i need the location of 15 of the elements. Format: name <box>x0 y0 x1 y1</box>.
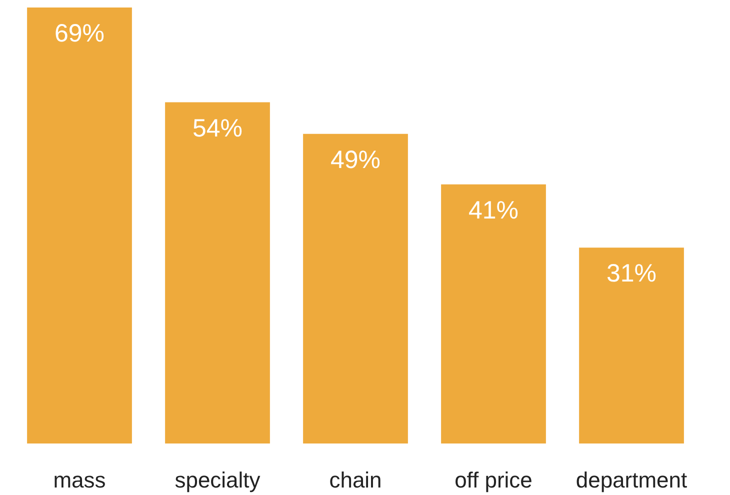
data-label: 54% <box>192 114 243 142</box>
bar <box>579 248 684 444</box>
x-tick-label: mass <box>53 468 106 492</box>
x-tick-label: off price <box>454 468 532 492</box>
bar <box>27 8 132 444</box>
data-label: 69% <box>54 20 105 48</box>
bar <box>165 102 270 444</box>
x-tick-label: chain <box>329 468 382 492</box>
data-label: 41% <box>468 196 519 224</box>
x-tick-label: department <box>576 468 688 492</box>
x-tick-label: specialty <box>174 468 260 492</box>
data-label: 49% <box>330 146 381 174</box>
data-label: 31% <box>606 260 657 288</box>
bar <box>441 184 546 444</box>
bar <box>303 134 408 444</box>
